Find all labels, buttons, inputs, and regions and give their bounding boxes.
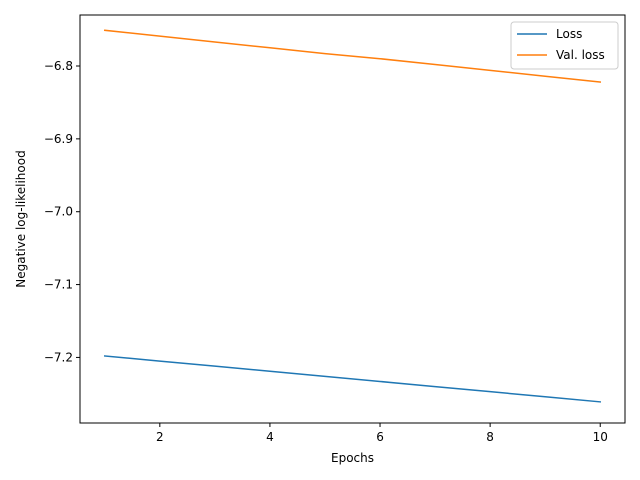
y-tick-label: −6.9 bbox=[44, 132, 73, 146]
y-tick-label: −7.1 bbox=[44, 278, 73, 292]
y-tick-label: −7.0 bbox=[44, 205, 73, 219]
y-tick-label: −7.2 bbox=[44, 350, 73, 364]
series-line-loss bbox=[103, 355, 602, 403]
plot-area bbox=[80, 15, 625, 423]
x-axis: 2 4 6 8 10 bbox=[156, 423, 608, 444]
series-line-val-loss bbox=[103, 29, 602, 83]
legend-label-val-loss: Val. loss bbox=[556, 48, 605, 62]
y-tick-label: −6.8 bbox=[44, 59, 73, 73]
x-tick-label: 10 bbox=[593, 430, 608, 444]
legend-label-loss: Loss bbox=[556, 27, 582, 41]
x-tick-label: 2 bbox=[156, 430, 164, 444]
y-axis: −7.2 −7.1 −7.0 −6.9 −6.8 bbox=[44, 59, 80, 364]
x-tick-label: 4 bbox=[266, 430, 274, 444]
legend: Loss Val. loss bbox=[510, 21, 619, 70]
plot-frame bbox=[79, 14, 626, 424]
x-axis-label: Epochs bbox=[331, 451, 374, 465]
y-axis-label: Negative log-likelihood bbox=[14, 150, 28, 287]
series-layer bbox=[103, 29, 602, 403]
x-tick-label: 8 bbox=[486, 430, 494, 444]
x-tick-label: 6 bbox=[376, 430, 384, 444]
